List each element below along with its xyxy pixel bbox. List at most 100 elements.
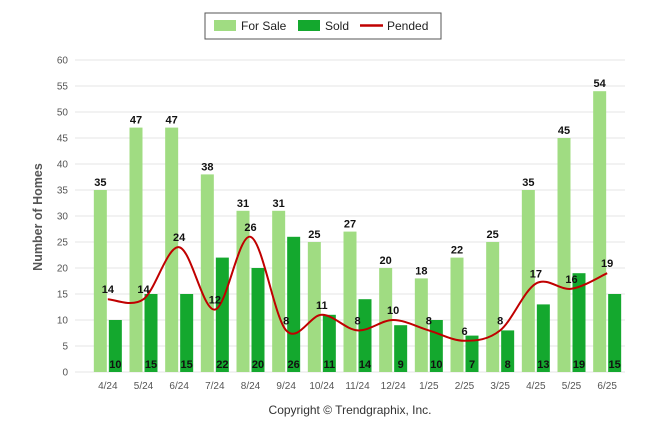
x-tick-label-12/24: 12/24 (381, 381, 406, 392)
bar-sold-6/24 (180, 294, 194, 372)
legend-box (204, 12, 442, 40)
bar-for-sale-4/25 (521, 190, 535, 372)
x-tick-label-4/24: 4/24 (98, 381, 118, 392)
bars (93, 91, 622, 372)
pended-line (107, 235, 608, 342)
data-labels: 35 10 47 15 47 15 38 22 31 20 31 26 25 11 27 14 20 9 18 10 2… (94, 78, 621, 371)
label-for-sale-7/24: 38 (201, 161, 213, 173)
y-tick-label-5: 5 (62, 342, 68, 353)
label-for-sale-4/24: 35 (94, 177, 106, 189)
label-pended-8/24: 26 (244, 222, 256, 234)
label-sold-11/24: 14 (359, 359, 372, 371)
label-pended-4/24: 14 (102, 284, 115, 296)
label-pended-6/24: 24 (173, 232, 186, 244)
label-for-sale-6/25: 54 (594, 78, 607, 90)
label-for-sale-3/25: 25 (487, 229, 499, 241)
label-pended-10/24: 11 (316, 300, 328, 312)
bar-sold-5/25 (572, 273, 586, 372)
bar-sold-10/24 (322, 314, 336, 372)
bar-sold-3/25 (501, 330, 515, 372)
label-pended-2/25: 6 (461, 326, 467, 338)
label-sold-5/25: 19 (573, 359, 585, 371)
x-tick-label-5/24: 5/24 (134, 381, 154, 392)
bar-for-sale-8/24 (236, 210, 250, 372)
y-tick-label-40: 40 (57, 160, 69, 171)
label-pended-6/25: 19 (601, 258, 613, 270)
label-for-sale-1/25: 18 (415, 265, 427, 277)
label-sold-1/25: 10 (430, 359, 442, 371)
x-tick-label-6/25: 6/25 (597, 381, 617, 392)
label-sold-6/25: 15 (609, 359, 621, 371)
bar-sold-6/25 (608, 294, 622, 372)
label-pended-12/24: 10 (387, 305, 399, 317)
pended-series-line (107, 235, 608, 342)
label-sold-8/24: 20 (252, 359, 264, 371)
label-for-sale-12/24: 20 (380, 255, 392, 267)
y-tick-label-10: 10 (57, 316, 69, 327)
y-tick-label-0: 0 (62, 368, 68, 379)
label-sold-2/25: 7 (469, 359, 475, 371)
legend: For Sale Sold Pended (204, 12, 442, 40)
label-for-sale-2/25: 22 (451, 245, 463, 257)
legend-swatch-for-sale (214, 20, 236, 31)
label-pended-9/24: 8 (283, 315, 289, 327)
bar-sold-5/24 (144, 294, 158, 372)
bar-sold-4/24 (108, 320, 122, 372)
bar-sold-8/24 (251, 268, 265, 372)
label-pended-3/25: 8 (497, 315, 503, 327)
x-axis-ticks: 4/24 5/24 6/24 7/24 8/24 9/24 10/24 11/24 12/24 1… (98, 381, 617, 392)
bar-sold-11/24 (358, 299, 372, 372)
x-tick-label-11/24: 11/24 (345, 381, 370, 392)
bar-for-sale-5/25 (557, 138, 571, 372)
y-tick-label-55: 55 (57, 82, 69, 93)
bar-for-sale-12/24 (379, 268, 393, 372)
x-tick-label-4/25: 4/25 (526, 381, 546, 392)
x-tick-label-5/25: 5/25 (562, 381, 582, 392)
label-for-sale-11/24: 27 (344, 219, 356, 231)
bar-sold-4/25 (536, 304, 550, 372)
label-for-sale-10/24: 25 (308, 229, 320, 241)
label-for-sale-5/25: 45 (558, 125, 570, 137)
y-tick-label-20: 20 (57, 264, 69, 275)
label-for-sale-4/25: 35 (522, 177, 534, 189)
x-tick-label-1/25: 1/25 (419, 381, 439, 392)
bar-sold-2/25 (465, 335, 479, 372)
y-tick-label-35: 35 (57, 186, 69, 197)
bar-for-sale-9/24 (272, 210, 286, 372)
x-tick-label-10/24: 10/24 (309, 381, 334, 392)
bar-for-sale-5/24 (129, 127, 143, 372)
label-sold-6/24: 15 (181, 359, 193, 371)
bar-for-sale-7/24 (200, 174, 214, 372)
label-pended-5/24: 14 (137, 284, 150, 296)
x-tick-label-9/24: 9/24 (276, 381, 296, 392)
label-pended-11/24: 8 (354, 315, 360, 327)
bar-sold-12/24 (394, 325, 408, 372)
bar-for-sale-10/24 (307, 242, 321, 372)
bar-for-sale-6/25 (593, 91, 607, 372)
label-sold-12/24: 9 (398, 359, 404, 371)
label-sold-9/24: 26 (288, 359, 300, 371)
y-tick-label-60: 60 (57, 56, 69, 67)
y-tick-label-50: 50 (57, 108, 69, 119)
label-sold-10/24: 11 (324, 359, 336, 371)
bar-for-sale-6/24 (165, 127, 179, 372)
label-for-sale-5/24: 47 (130, 115, 142, 127)
label-pended-5/25: 16 (565, 274, 577, 286)
legend-label-sold: Sold (325, 19, 349, 33)
label-sold-3/25: 8 (505, 359, 511, 371)
y-axis-ticks: 0 5 10 15 20 25 30 35 40 45 50 55 60 (57, 56, 69, 379)
x-tick-label-3/25: 3/25 (490, 381, 510, 392)
label-pended-1/25: 8 (426, 315, 432, 327)
y-tick-label-25: 25 (57, 238, 69, 249)
y-tick-label-30: 30 (57, 212, 69, 223)
y-tick-label-15: 15 (57, 290, 69, 301)
bar-sold-1/25 (429, 320, 443, 372)
label-sold-4/25: 13 (537, 359, 549, 371)
label-for-sale-9/24: 31 (273, 198, 285, 210)
x-tick-label-7/24: 7/24 (205, 381, 225, 392)
x-tick-label-6/24: 6/24 (169, 381, 189, 392)
x-tick-label-8/24: 8/24 (241, 381, 261, 392)
bar-for-sale-3/25 (486, 242, 500, 372)
y-tick-label-45: 45 (57, 134, 69, 145)
